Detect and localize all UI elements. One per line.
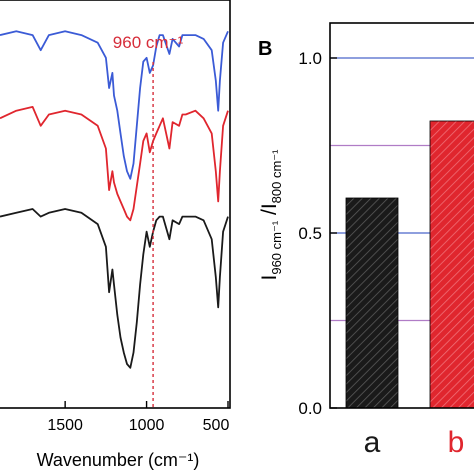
bar-x-label-b: b bbox=[448, 426, 465, 459]
bar-y-ticks: 0.0 0.5 1.0 bbox=[298, 49, 337, 418]
spectra-x-tick-label: 1000 bbox=[129, 417, 165, 434]
panel-label-b: B bbox=[258, 38, 272, 60]
bar-plot-frame bbox=[329, 22, 474, 409]
bar-x-label-a: a bbox=[364, 426, 381, 459]
bars bbox=[345, 120, 474, 409]
ylabel-separator: /I bbox=[258, 203, 281, 221]
bar-y-tick-label: 1.0 bbox=[298, 49, 322, 68]
bar-a bbox=[345, 197, 399, 409]
bar-b bbox=[429, 120, 474, 409]
spectra-x-ticks: 1500 1000 500 bbox=[47, 401, 229, 434]
bar-y-tick-label: 0.5 bbox=[298, 224, 322, 243]
ylabel-sub-800: 800 cm⁻¹ bbox=[269, 149, 284, 203]
spectra-panel: 1500 1000 500 960 cm⁻¹ Wavenumber (cm⁻¹) bbox=[0, 0, 231, 470]
bar-y-tick-label: 0.0 bbox=[298, 399, 322, 418]
spectra-x-axis-label: Wavenumber (cm⁻¹) bbox=[37, 450, 200, 470]
spectrum-line-c bbox=[0, 30, 229, 180]
bar-y-axis-label: I960 cm⁻¹ /I800 cm⁻¹ bbox=[258, 149, 284, 281]
ylabel-intensity-1: I bbox=[258, 275, 281, 281]
ylabel-sub-960: 960 cm⁻¹ bbox=[269, 220, 284, 274]
spectrum-line-b bbox=[0, 106, 229, 222]
spectrum-line-a bbox=[0, 208, 229, 369]
spectra-plot-frame bbox=[0, 0, 231, 409]
spectra-x-tick-label: 1500 bbox=[47, 417, 83, 434]
spectra-x-tick-label: 500 bbox=[203, 417, 230, 434]
reference-line-label: 960 cm⁻¹ bbox=[113, 33, 184, 52]
spectra-series bbox=[0, 30, 229, 369]
